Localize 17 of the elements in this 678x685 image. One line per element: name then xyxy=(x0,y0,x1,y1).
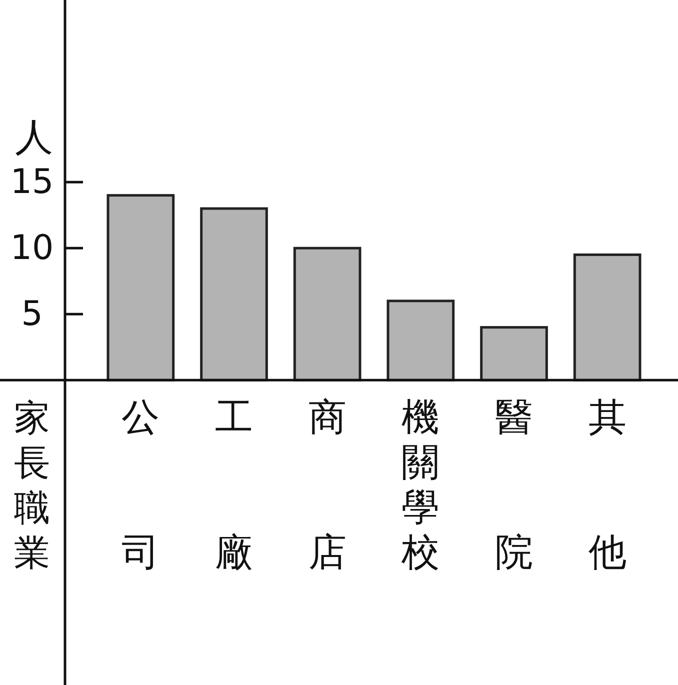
bar xyxy=(386,300,455,382)
y-tick-label: 5 xyxy=(21,294,43,334)
bar xyxy=(200,207,268,382)
y-tick-label: 15 xyxy=(10,162,54,202)
bar xyxy=(573,253,642,382)
category-label: 工廠 xyxy=(215,395,253,574)
x-tick-label: 機關學校 xyxy=(400,395,440,574)
bar xyxy=(480,326,548,382)
x-axis-title: 家長職業 xyxy=(14,398,50,574)
category-label: 商店 xyxy=(308,395,346,574)
category-label: 公司 xyxy=(122,395,160,574)
category-label: 醫院 xyxy=(495,395,533,574)
category-label: 其他 xyxy=(588,395,626,574)
bar xyxy=(106,194,175,382)
y-tick-label: 10 xyxy=(10,228,54,268)
bar xyxy=(293,246,362,382)
y-axis-title: 人 xyxy=(15,115,53,159)
